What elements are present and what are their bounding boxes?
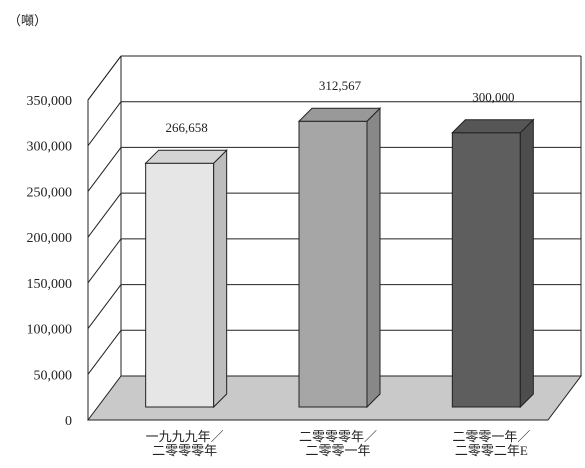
y-axis-unit-label: （噸） <box>8 13 48 28</box>
bar-top <box>144 149 228 164</box>
y-tick-label: 150,000 <box>27 277 73 292</box>
bar-value-label: 312,567 <box>319 78 362 93</box>
bar <box>451 118 535 409</box>
y-tick-label: 0 <box>65 414 72 429</box>
y-axis-ticks: 0 50,000 100,000 150,000 200,000 250,000 300,0… <box>27 94 73 429</box>
bars <box>144 107 535 409</box>
bar-top <box>451 119 535 134</box>
x-axis-labels: 一九九九年／二零零零年 二零零零年／二零零一年 二零零一年／二零零二年E <box>146 429 531 458</box>
x-axis-category-label: 二零零二年E <box>455 443 528 458</box>
y-tick-label: 300,000 <box>27 140 73 155</box>
value-labels: 266,658 312,567 300,000 <box>166 78 515 135</box>
bar-front <box>145 162 215 408</box>
bar <box>144 148 228 409</box>
y-tick-label: 250,000 <box>27 185 73 200</box>
y-tick-label: 100,000 <box>27 323 73 338</box>
gridline-side <box>87 147 122 192</box>
gridline-side <box>87 101 122 147</box>
gridline-side <box>87 329 122 375</box>
bar-front <box>451 132 521 408</box>
x-axis-category-label: 一九九九年／ <box>146 429 224 444</box>
y-tick-label: 200,000 <box>27 231 73 246</box>
bar-front <box>298 120 368 408</box>
x-axis-category-label: 二零零零年 <box>152 443 217 458</box>
gridline-side <box>87 284 122 329</box>
bar-side <box>213 148 228 409</box>
bar-value-label: 266,658 <box>166 120 208 135</box>
x-axis-category-label: 二零零一年 <box>305 443 370 458</box>
bar-top <box>297 107 382 122</box>
bar-side <box>366 107 381 409</box>
gridline-side <box>87 238 122 284</box>
x-axis-category-label: 二零零零年／ <box>299 429 377 444</box>
bar-value-label: 300,000 <box>472 90 514 105</box>
bar-side <box>519 118 534 409</box>
x-axis-category-label: 二零零一年／ <box>452 429 530 444</box>
bar <box>297 107 382 409</box>
y-tick-label: 50,000 <box>34 368 73 383</box>
gridline-side <box>87 55 122 101</box>
gridline-side <box>87 192 122 238</box>
y-tick-label: 350,000 <box>27 94 73 109</box>
